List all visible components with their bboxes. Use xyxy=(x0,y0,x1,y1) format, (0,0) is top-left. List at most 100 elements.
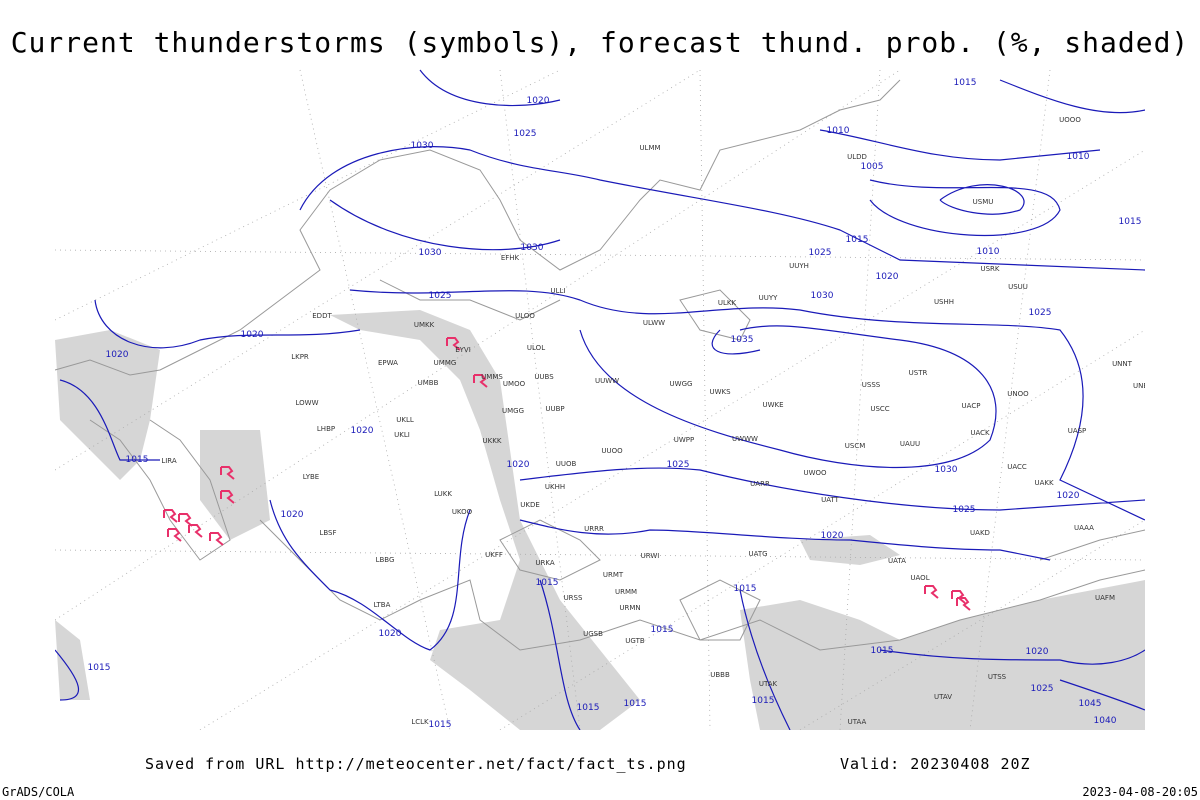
isobar-label: 1030 xyxy=(411,141,434,151)
isobar-label: 1020 xyxy=(106,350,129,360)
isobar-label: 1015 xyxy=(734,584,757,594)
margin xyxy=(0,730,1200,800)
station-label: UBBB xyxy=(710,671,730,679)
isobar-label: 1020 xyxy=(507,460,530,470)
station-label: UUOO xyxy=(601,447,623,455)
shading xyxy=(55,620,90,700)
isobar-label: 1005 xyxy=(861,162,884,172)
software: GrADS/COLA xyxy=(2,785,75,799)
isobar-label: 1015 xyxy=(1119,217,1142,227)
station-label: UMMG xyxy=(434,359,457,367)
station-label: UOOO xyxy=(1059,116,1081,124)
station-label: UWKS xyxy=(709,388,731,396)
station-label: UUBP xyxy=(545,405,564,413)
coastline xyxy=(54,79,1146,651)
title: Current thunderstorms (symbols), forecas… xyxy=(11,26,1190,59)
station-label: UTAK xyxy=(759,680,778,688)
station-label: UATA xyxy=(888,557,906,565)
station-label: UTSS xyxy=(988,673,1007,681)
station-label: UWOO xyxy=(803,469,827,477)
station-label: USRK xyxy=(980,265,999,273)
shading xyxy=(55,330,160,480)
station-label: UUYH xyxy=(789,262,809,270)
station-label: ULOL xyxy=(527,344,545,352)
isobar-label: 1015 xyxy=(624,699,647,709)
isobar-label: 1025 xyxy=(809,248,832,258)
isobar-label: 1020 xyxy=(821,531,844,541)
margin xyxy=(1145,60,1200,740)
station-label: UATG xyxy=(748,550,767,558)
isobar-label: 1030 xyxy=(521,243,544,253)
isobar-label: 1030 xyxy=(811,291,834,301)
station-label: UNBB xyxy=(1133,382,1153,390)
station-label: EDDT xyxy=(312,312,332,320)
station-label: UAUU xyxy=(900,440,920,448)
station-label: UWGG xyxy=(670,380,693,388)
station-label: URRR xyxy=(584,525,604,533)
station-label: UWPP xyxy=(674,436,695,444)
station-label: USMU xyxy=(973,198,994,206)
station-label: UUOB xyxy=(556,460,577,468)
margin xyxy=(0,60,55,740)
station-label: LIRA xyxy=(161,457,177,465)
station-label: USHH xyxy=(934,298,954,306)
isobar-label: 1025 xyxy=(667,460,690,470)
station-label: UMMS xyxy=(481,373,503,381)
station-label: LUKK xyxy=(434,490,452,498)
isobar-label: 1010 xyxy=(1067,152,1090,162)
isobar-label: 1020 xyxy=(1026,647,1049,657)
station-label: USCC xyxy=(870,405,889,413)
station-label: UACC xyxy=(1007,463,1027,471)
station-label: UMOO xyxy=(503,380,526,388)
station-label: URKA xyxy=(535,559,554,567)
station-label: UAOL xyxy=(910,574,929,582)
isobar-label: 1025 xyxy=(514,129,537,139)
isobar-label: 1020 xyxy=(281,510,304,520)
isobar-label: 1010 xyxy=(977,247,1000,257)
shading xyxy=(200,430,270,540)
isobar-label: 1025 xyxy=(429,291,452,301)
shading xyxy=(330,310,640,730)
isobar-label: 1025 xyxy=(1029,308,1052,318)
isobar-label: 1045 xyxy=(1079,699,1102,709)
isobar-label: 1015 xyxy=(577,703,600,713)
isobar xyxy=(54,69,1146,731)
station-label: UNNT xyxy=(1112,360,1133,368)
thunderstorm-symbols xyxy=(163,337,971,611)
station-label: URMT xyxy=(603,571,624,579)
station-label: UKFF xyxy=(485,551,503,559)
station-label: UTAA xyxy=(848,718,867,726)
station-label: UKHH xyxy=(545,483,565,491)
isobar-label: 1025 xyxy=(953,505,976,515)
station-label: UMGG xyxy=(502,407,524,415)
station-label: ULKK xyxy=(718,299,737,307)
station-label: UTAV xyxy=(934,693,952,701)
isobar-label: 1035 xyxy=(731,335,754,345)
station-label: LHBP xyxy=(317,425,335,433)
thunderstorm-symbol xyxy=(163,337,971,611)
station-label: UKOO xyxy=(452,508,473,516)
station-label: UUWW xyxy=(595,377,619,385)
isobar-label: 1020 xyxy=(1057,491,1080,501)
station-label: UAFM xyxy=(1095,594,1115,602)
station-label: UWWW xyxy=(732,435,758,443)
isobar-label: 1015 xyxy=(651,625,674,635)
station-label: LBSF xyxy=(319,529,336,537)
station-label: UKLI xyxy=(394,431,410,439)
station-label: LTBA xyxy=(374,601,391,609)
station-label: UGSB xyxy=(583,630,603,638)
isobar-label: 1020 xyxy=(351,426,374,436)
station-label: URWI xyxy=(641,552,660,560)
station-label: EPWA xyxy=(378,359,398,367)
station-label: UWKE xyxy=(762,401,783,409)
station-label: ULOO xyxy=(515,312,535,320)
station-label: ULWW xyxy=(643,319,665,327)
map-area: 1020 1015 1025 1030 1010 1005 1010 1015 1015 1025… xyxy=(54,69,1153,731)
station-label: UAAA xyxy=(1074,524,1094,532)
station-label: UKLL xyxy=(396,416,414,424)
station-label: USUU xyxy=(1008,283,1028,291)
station-label: UATT xyxy=(821,496,840,504)
station-label: UASP xyxy=(1068,427,1087,435)
station-label: LKPR xyxy=(291,353,309,361)
